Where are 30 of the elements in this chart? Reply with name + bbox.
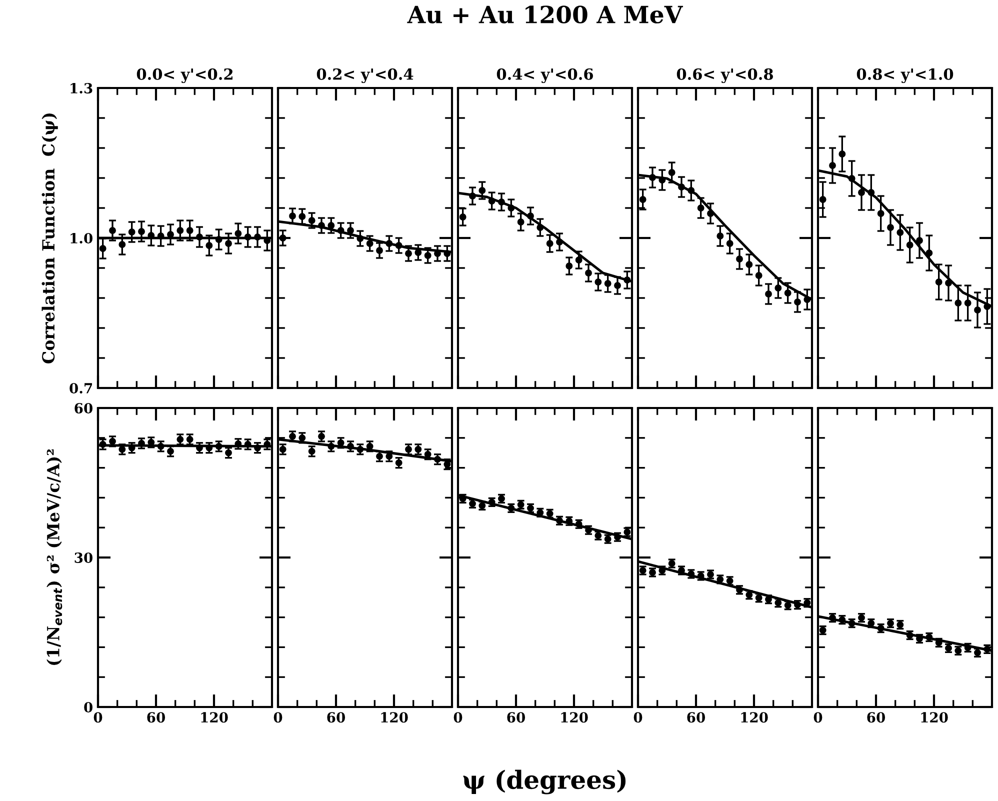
x-tick-label: 60 bbox=[327, 712, 346, 723]
x-tick-label: 60 bbox=[507, 712, 526, 723]
y-tick-label: 0 bbox=[84, 702, 92, 712]
chart-subtitle: 0.2< y'<0.4 bbox=[316, 68, 414, 84]
x-tick-label: 120 bbox=[741, 712, 768, 723]
y-tick-label: 1.3 bbox=[70, 82, 92, 94]
chart-subtitle: 0.0< y'<0.2 bbox=[136, 68, 232, 84]
x-tick-label: 0 bbox=[634, 712, 642, 723]
y-tick-label: 0.7 bbox=[70, 382, 92, 394]
x-tick-label: 60 bbox=[147, 712, 166, 723]
x-tick-label: 120 bbox=[561, 712, 588, 723]
chart-subtitle: 0.6< y'<0.8 bbox=[676, 68, 773, 84]
y-axis-title: (1/N$_{event}$) σ² (MeV/c/A)² bbox=[46, 449, 62, 666]
y-tick-label: 1.0 bbox=[70, 232, 92, 244]
x-tick-label: 120 bbox=[921, 712, 948, 723]
x-tick-label: 0 bbox=[274, 712, 282, 723]
chart-subtitle: 0.8< y'<1.0 bbox=[856, 68, 954, 84]
x-tick-label: 0 bbox=[94, 712, 102, 723]
x-tick-label: 60 bbox=[687, 712, 706, 723]
x-tick-label: 120 bbox=[381, 712, 408, 723]
x-tick-label: 60 bbox=[867, 712, 886, 723]
y-tick-label: 30 bbox=[74, 552, 92, 563]
chart-subtitle: 0.4< y'<0.6 bbox=[496, 68, 593, 84]
x-tick-label: 0 bbox=[454, 712, 462, 723]
x-tick-label: 0 bbox=[814, 712, 822, 723]
chart-title: Au + Au 1200 A MeV bbox=[407, 6, 684, 24]
y-axis-title: Correlation Function C(ψ) bbox=[42, 113, 58, 364]
x-tick-label: 120 bbox=[201, 712, 228, 723]
y-tick-label: 60 bbox=[74, 402, 92, 414]
x-axis-title: ψ (degrees) bbox=[463, 770, 626, 794]
